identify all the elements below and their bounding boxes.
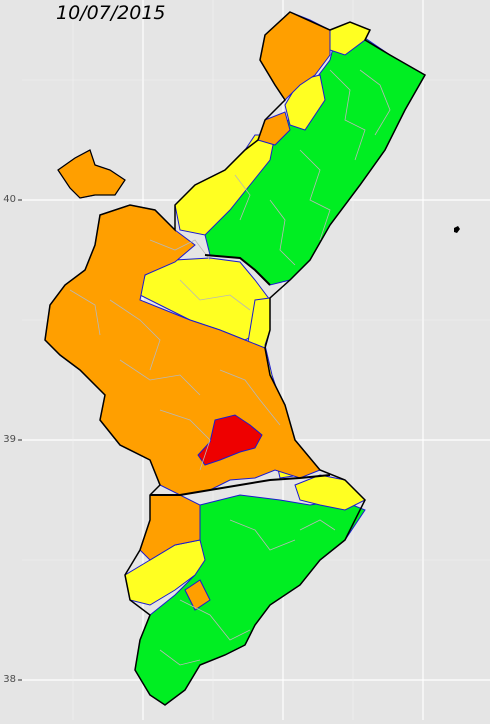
y-tick-label-40: 40	[3, 194, 16, 205]
island-mark	[454, 226, 460, 233]
zone-red	[197, 414, 263, 466]
enclave-outline	[57, 149, 126, 199]
date-title: 10/07/2015	[56, 2, 166, 24]
y-tick-label-39: 39	[3, 434, 16, 445]
province-boundaries	[150, 254, 331, 496]
y-axis-ticks	[18, 199, 22, 681]
y-tick-label-38: 38	[3, 674, 16, 685]
region-outline	[44, 11, 427, 706]
zone-orange-south-a	[184, 579, 211, 611]
municipal-boundaries	[69, 69, 391, 666]
